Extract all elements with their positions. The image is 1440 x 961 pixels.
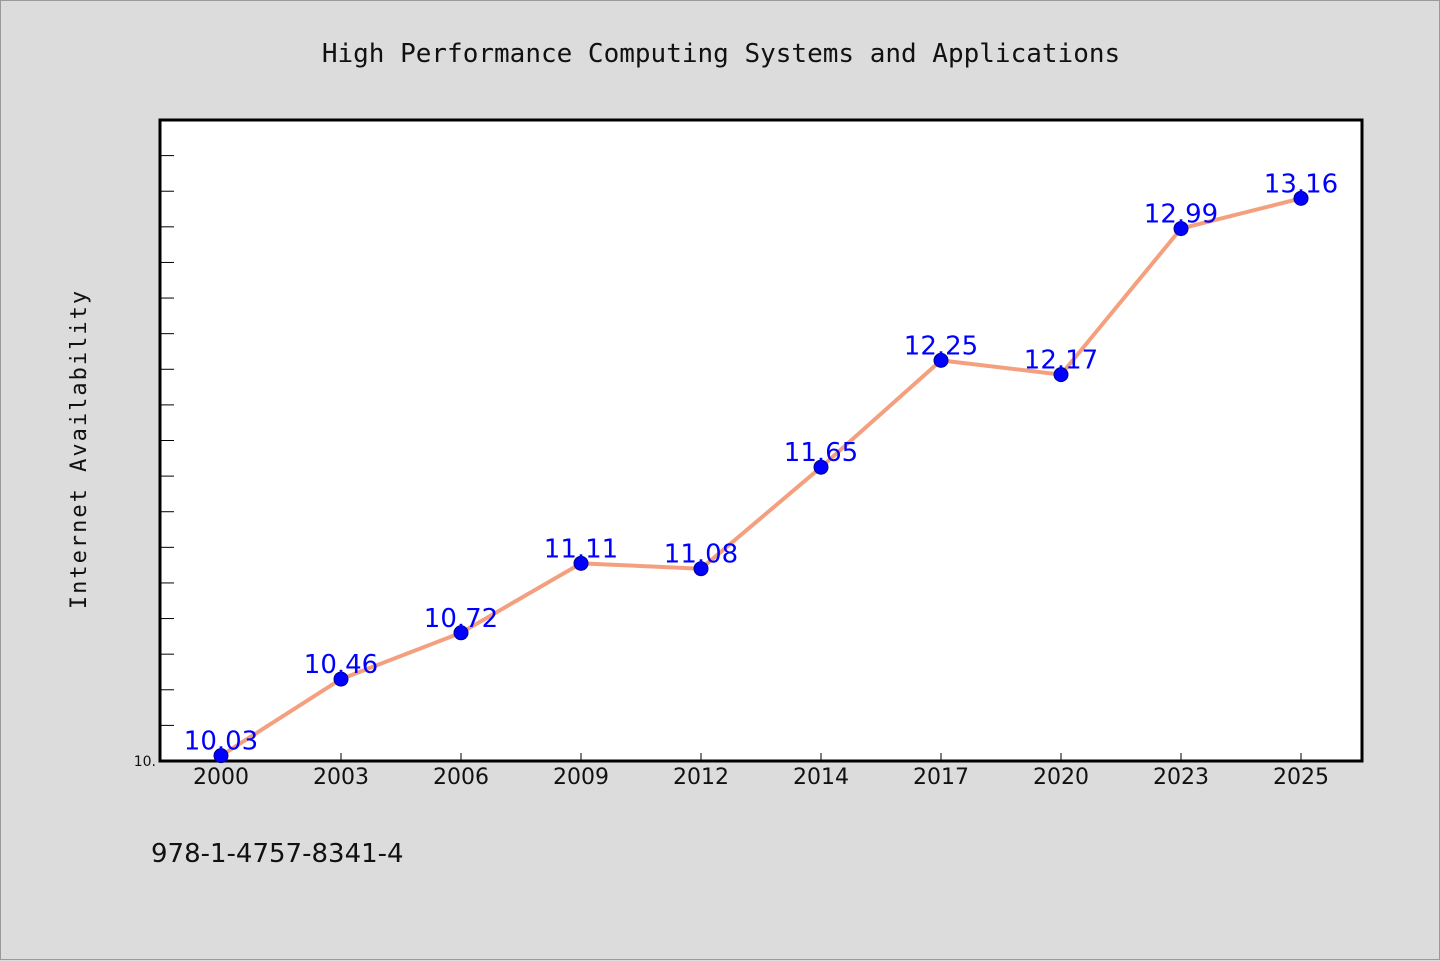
x-tick-label: 2014: [793, 765, 849, 790]
chart-title: High Performance Computing Systems and A…: [322, 39, 1120, 69]
y-tick-label: 10.: [134, 754, 156, 770]
plot-area: [158, 118, 1364, 763]
x-tick-label: 2009: [553, 765, 609, 790]
series-line-group: [219, 196, 1302, 758]
data-label: 11.08: [664, 540, 738, 570]
x-tick-label: 2000: [193, 765, 249, 790]
data-label: 11.65: [784, 438, 858, 468]
data-point: [693, 561, 709, 577]
data-label: 12.17: [1024, 346, 1098, 376]
data-point: [333, 671, 349, 687]
y-axis-ticks: [160, 119, 174, 762]
data-label: 11.11: [544, 534, 618, 564]
data-point: [933, 352, 949, 368]
x-tick-label: 2017: [913, 765, 969, 790]
x-tick-label: 2003: [313, 765, 369, 790]
data-point: [813, 459, 829, 475]
x-axis-ticks: 2000 2003 2006 2009 2012 2014 2017 2020 2023 2025: [193, 753, 1329, 790]
y-axis-label: Internet Availability: [67, 289, 92, 609]
data-point: [453, 625, 469, 641]
x-tick-label: 2023: [1153, 765, 1209, 790]
data-point: [573, 555, 589, 571]
data-point: [1293, 190, 1309, 206]
footer-isbn: 978-1-4757-8341-4: [151, 839, 404, 869]
data-point: [1053, 367, 1069, 383]
x-tick-label: 2020: [1033, 765, 1089, 790]
data-point: [213, 748, 229, 764]
data-label: 10.72: [424, 604, 498, 634]
data-label: 10.03: [184, 727, 258, 757]
series-markers: [213, 190, 1309, 764]
x-tick-label: 2025: [1273, 765, 1329, 790]
x-tick-label: 2012: [673, 765, 729, 790]
data-label: 13.16: [1264, 169, 1338, 199]
data-labels: 10.03 10.46 10.72 11.11 11.08 11.65 12.25 12.17…: [184, 169, 1338, 756]
x-tick-label: 2006: [433, 765, 489, 790]
series-line: [219, 196, 1302, 758]
data-label: 10.46: [304, 650, 378, 680]
data-point: [1173, 221, 1189, 237]
data-label: 12.25: [904, 331, 978, 361]
data-label: 12.99: [1144, 200, 1218, 230]
